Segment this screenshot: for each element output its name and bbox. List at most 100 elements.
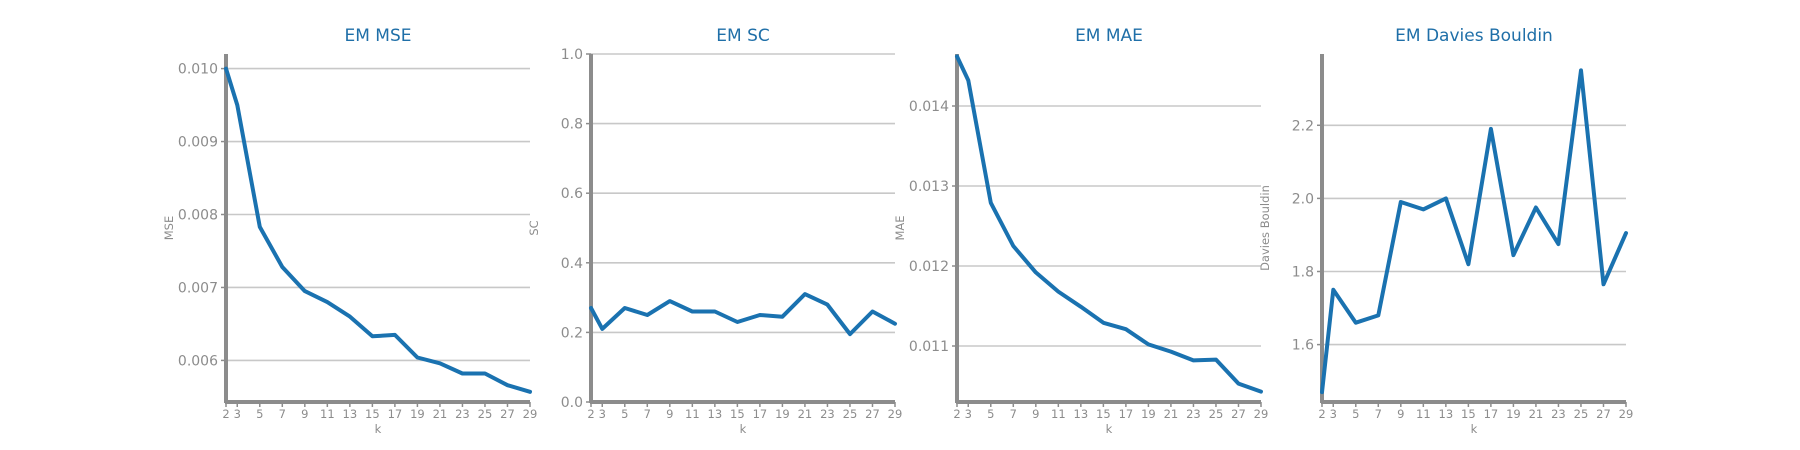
data-point [735,320,739,324]
x-tick-label: 3 [599,407,606,421]
data-point [1169,350,1173,354]
data-point [483,372,487,376]
x-tick-label: 2 [953,407,960,421]
y-tick-label: 1.6 [1292,338,1314,354]
data-point [235,103,239,107]
y-tick-label: 1.8 [1292,265,1314,281]
x-tick-label: 15 [730,407,745,421]
y-tick-label: 0.008 [178,208,218,224]
x-tick-label: 11 [1051,407,1066,421]
data-point [780,315,784,319]
data-point [690,310,694,314]
x-tick-label: 2 [1318,407,1325,421]
data-point [825,303,829,307]
y-axis-label: Davies Bouldin [1258,185,1272,271]
data-point [645,313,649,317]
x-tick-label: 2 [222,407,229,421]
data-point [1579,68,1583,72]
x-tick-label: 17 [388,407,403,421]
x-tick-label: 15 [1461,407,1476,421]
x-tick-label: 15 [1096,407,1111,421]
x-tick-label: 23 [1186,407,1201,421]
data-point [803,292,807,296]
x-tick-label: 3 [234,407,241,421]
data-point [280,265,284,269]
x-tick-label: 2 [587,407,594,421]
data-point [1511,253,1515,257]
x-tick-label: 9 [1032,407,1039,421]
x-tick-label: 29 [888,407,903,421]
x-tick-label: 27 [1231,407,1246,421]
x-tick-label: 29 [1619,407,1634,421]
data-point [1444,196,1448,200]
y-tick-label: 0.007 [178,280,218,296]
data-point [224,67,228,71]
x-tick-label: 11 [1416,407,1431,421]
data-point [505,383,509,387]
x-tick-label: 23 [1551,407,1566,421]
y-tick-label: 2.2 [1292,118,1314,134]
x-tick-label: 13 [1074,407,1089,421]
x-tick-label: 29 [1254,407,1269,421]
x-tick-label: 11 [685,407,700,421]
y-axis-label: MSE [162,216,176,241]
chart-panel-2: 0.0 0.2 0.4 0.6 0.8 1.0 2 3 5 7 9 11 13 15 17 19 21 23 25 2… [527,26,902,436]
series-line [224,66,532,394]
y-tick-label: 0.4 [561,256,583,272]
x-tick-label: 27 [500,407,515,421]
data-point [589,306,593,310]
data-point [989,201,993,205]
data-point [758,313,762,317]
data-point [955,54,959,58]
data-point [848,332,852,336]
x-tick-label: 11 [320,407,335,421]
x-tick-label: 25 [1574,407,1589,421]
data-point [1101,321,1105,325]
x-tick-label: 25 [843,407,858,421]
data-point [415,355,419,359]
x-tick-label: 17 [753,407,768,421]
x-axis-label: k [1471,422,1478,436]
x-tick-label: 25 [1209,407,1224,421]
data-point [893,322,897,326]
data-point [668,299,672,303]
data-point [966,78,970,82]
x-tick-label: 19 [775,407,790,421]
data-point [303,289,307,293]
x-tick-label: 21 [1164,407,1179,421]
data-point [325,300,329,304]
y-tick-label: 1.0 [561,47,583,63]
data-point [1534,206,1538,210]
x-tick-label: 13 [1439,407,1454,421]
y-tick-label: 2.0 [1292,191,1314,207]
y-tick-label: 0.013 [909,179,949,195]
data-point [1079,305,1083,309]
y-tick-label: 0.8 [561,117,583,133]
x-tick-label: 5 [256,407,263,421]
x-tick-label: 15 [365,407,380,421]
series-line [955,54,1263,394]
x-tick-label: 27 [865,407,880,421]
y-tick-label: 0.009 [178,135,218,151]
x-tick-label: 19 [1506,407,1521,421]
chart-title: EM MSE [344,26,411,46]
y-tick-label: 0.0 [561,395,583,411]
data-point [1624,231,1628,235]
x-tick-label: 5 [621,407,628,421]
chart-title: EM SC [716,26,769,46]
x-tick-label: 3 [965,407,972,421]
data-point [1259,390,1263,394]
data-point [1056,290,1060,294]
data-point [370,334,374,338]
data-point [1214,358,1218,362]
x-tick-label: 13 [708,407,723,421]
x-tick-label: 17 [1119,407,1134,421]
data-point [1466,262,1470,266]
data-point [258,225,262,229]
x-tick-label: 9 [301,407,308,421]
chart-title: EM MAE [1075,26,1143,46]
x-tick-label: 19 [410,407,425,421]
x-tick-label: 5 [987,407,994,421]
data-point [1489,127,1493,131]
